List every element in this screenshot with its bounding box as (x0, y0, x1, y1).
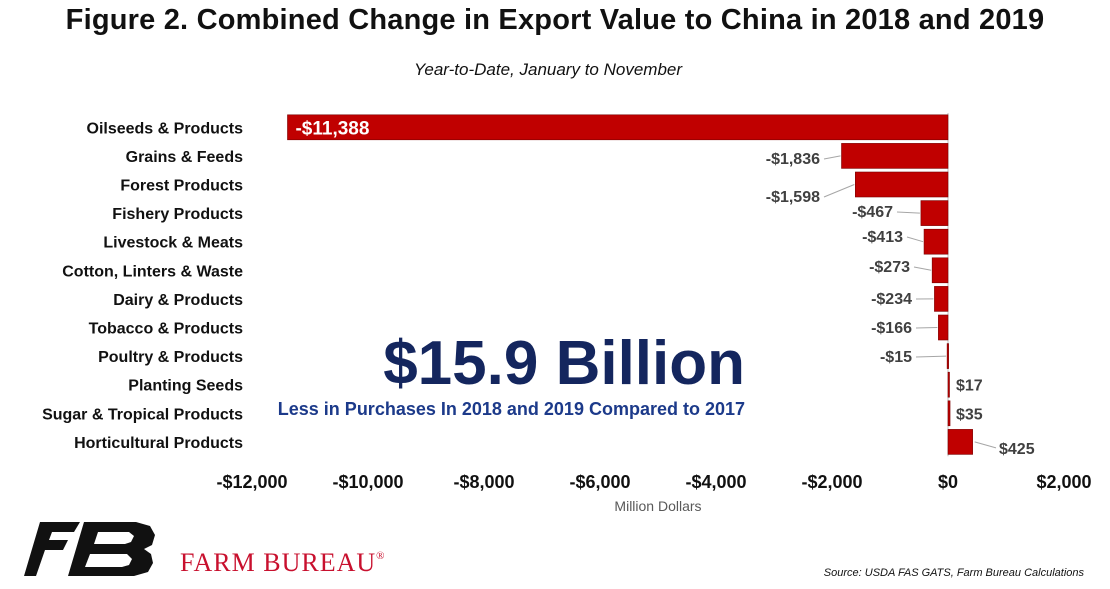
data-label: $35 (956, 406, 983, 423)
bar (287, 114, 949, 141)
brand-name: FARM BUREAU® (180, 548, 386, 578)
leader-line (913, 266, 932, 271)
bar (946, 343, 949, 369)
category-label: Forest Products (120, 178, 243, 195)
leader-line (823, 184, 855, 198)
category-label: Tobacco & Products (89, 321, 243, 338)
category-label: Cotton, Linters & Waste (62, 263, 243, 280)
bar (855, 171, 949, 198)
bar (931, 257, 949, 284)
data-label: -$1,836 (766, 151, 820, 168)
data-label: -$15 (880, 349, 912, 366)
category-label: Dairy & Products (113, 292, 243, 309)
bar-chart: Oilseeds & Products -$11,388 Grains & Feed… (42, 113, 1092, 514)
callout-text: Less in Purchases In 2018 and 2019 Compa… (277, 399, 745, 419)
bar (947, 371, 950, 398)
source-note: Source: USDA FAS GATS, Farm Bureau Calcu… (823, 567, 1084, 579)
brand-name-text: FARM BUREAU (180, 548, 377, 577)
x-axis-title: Million Dollars (614, 498, 701, 514)
callout-value: $15.9 Billion (383, 329, 745, 398)
data-label: -$1,598 (766, 189, 820, 206)
data-label: $17 (956, 378, 983, 395)
leader-line (906, 236, 924, 243)
chart-title: Figure 2. Combined Change in Export Valu… (65, 4, 1045, 36)
bar (938, 314, 949, 341)
data-label: $425 (999, 441, 1035, 458)
category-label: Grains & Feeds (126, 149, 243, 166)
leader-line (915, 327, 938, 329)
leader-line (823, 155, 841, 160)
data-label: -$273 (869, 259, 910, 276)
leader-line (974, 441, 997, 449)
bar (923, 228, 949, 255)
category-label: Fishery Products (112, 206, 243, 223)
bar (934, 286, 949, 312)
farm-bureau-logo-icon (24, 522, 155, 576)
category-label: Horticultural Products (74, 435, 243, 452)
x-tick-label: -$10,000 (332, 472, 403, 492)
x-tick-label: -$12,000 (216, 472, 287, 492)
category-label: Planting Seeds (128, 378, 243, 395)
x-tick-label: $0 (938, 472, 958, 492)
bar (947, 400, 951, 427)
registered-mark: ® (376, 550, 386, 562)
data-label: -$467 (852, 204, 893, 221)
data-label: -$166 (871, 320, 912, 337)
leader-line (915, 355, 947, 358)
data-label: -$11,388 (295, 118, 369, 139)
category-label: Oilseeds & Products (87, 120, 244, 137)
x-tick-label: -$2,000 (801, 472, 862, 492)
x-tick-label: $2,000 (1036, 472, 1091, 492)
category-label: Sugar & Tropical Products (42, 406, 243, 423)
x-tick-label: -$4,000 (685, 472, 746, 492)
leader-line (896, 211, 920, 214)
chart-subtitle: Year-to-Date, January to November (413, 60, 683, 79)
x-tick-label: -$6,000 (569, 472, 630, 492)
bar (841, 143, 949, 169)
bar (947, 429, 973, 455)
data-label: -$413 (862, 229, 903, 246)
x-tick-label: -$8,000 (453, 472, 514, 492)
bar (920, 200, 949, 226)
category-label: Livestock & Meats (103, 235, 243, 252)
data-label: -$234 (871, 291, 912, 308)
category-label: Poultry & Products (98, 349, 243, 366)
